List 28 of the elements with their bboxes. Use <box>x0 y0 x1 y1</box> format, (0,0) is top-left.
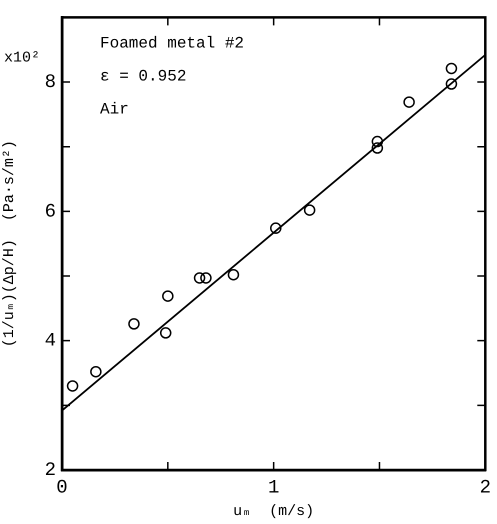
x-tick-label: 0 <box>56 476 68 498</box>
point <box>228 268 240 280</box>
x-tick-label: 2 <box>480 476 491 498</box>
y-tick-label: 2 <box>44 459 56 482</box>
point <box>304 204 316 216</box>
y-tick-label: 8 <box>44 71 56 94</box>
text: x10² <box>4 49 40 66</box>
point <box>128 318 140 330</box>
point <box>66 380 78 392</box>
point <box>160 327 172 339</box>
point <box>194 272 206 284</box>
y-tick-label: 4 <box>44 330 56 352</box>
point <box>90 366 102 378</box>
point <box>372 142 384 154</box>
point <box>446 78 458 90</box>
x-tick-label: 1 <box>268 476 280 498</box>
point <box>446 62 458 74</box>
point <box>200 272 212 284</box>
point <box>372 136 384 148</box>
y-axis-title: (1/uₘ)(Δp/H) (Pa·s/m²) <box>0 140 18 348</box>
annotation: Air <box>100 100 129 119</box>
annotation: Foamed metal #2 <box>100 34 244 53</box>
y-tick-label: 6 <box>44 200 56 222</box>
annotation: ε = 0.952 <box>100 68 186 86</box>
point <box>270 222 282 234</box>
point <box>403 96 415 108</box>
point <box>162 290 174 302</box>
x-axis-title: uₘ (m/s) <box>233 502 314 520</box>
